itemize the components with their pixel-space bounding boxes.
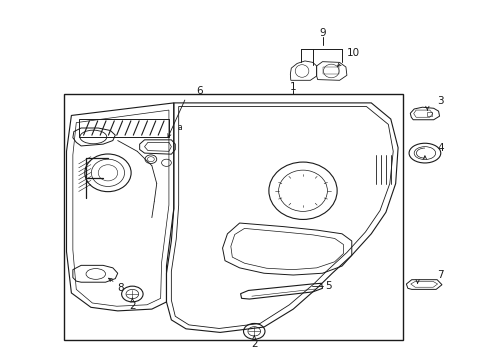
Text: 4: 4 [436,143,443,153]
Text: 3: 3 [436,96,443,106]
Text: 10: 10 [346,48,359,58]
Text: 6: 6 [196,86,203,96]
Text: 7: 7 [436,270,443,280]
Text: 5: 5 [325,281,331,291]
Text: 2: 2 [250,338,257,348]
Text: a: a [178,123,182,132]
Bar [64,94,402,339]
Text: 1: 1 [289,82,296,92]
Text: 2: 2 [129,301,135,311]
Text: 9: 9 [319,28,325,38]
Text: 8: 8 [117,283,123,293]
